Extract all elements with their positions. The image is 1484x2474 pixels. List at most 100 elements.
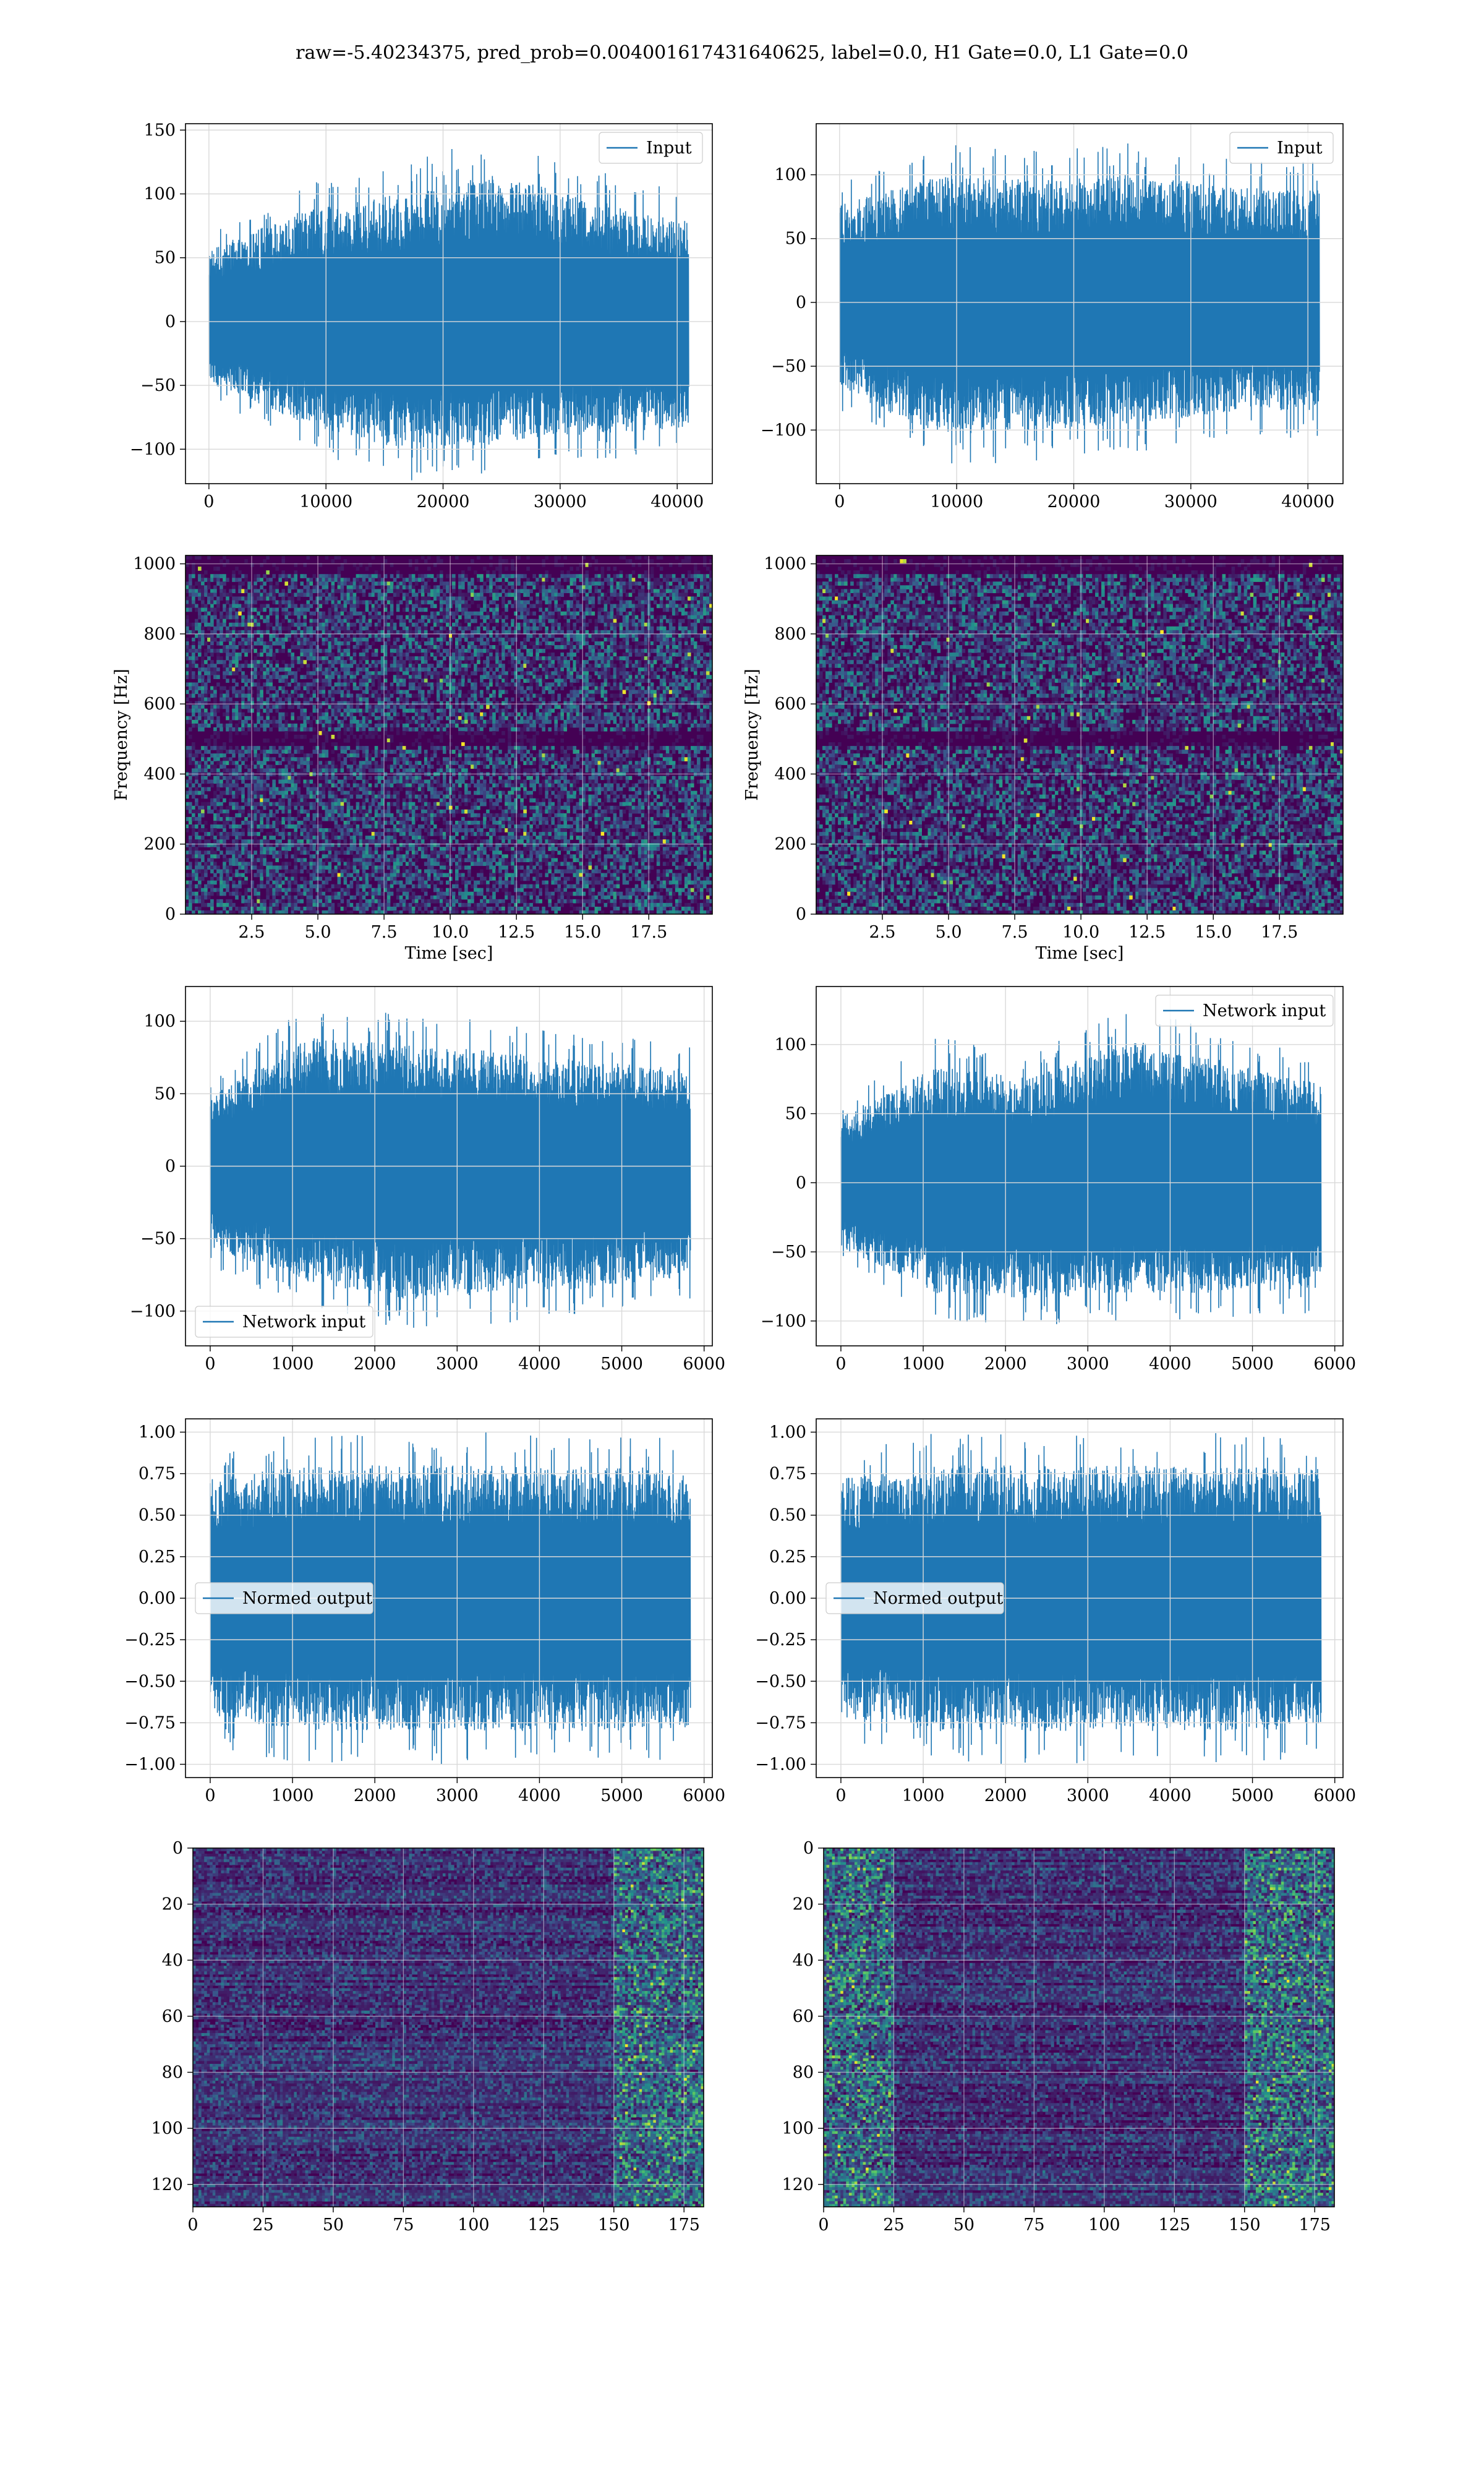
spectrogram-left-xlabel: Time [sec] <box>405 944 493 963</box>
input-right-xtick-label: 20000 <box>1047 492 1101 511</box>
normed-left-xtick-label: 0 <box>205 1786 215 1805</box>
input-left-ytick-label: 50 <box>155 249 176 268</box>
network-right-plot-area <box>841 1014 1321 1324</box>
network-right-xtick-label: 1000 <box>902 1355 945 1374</box>
feature-map-left-xtick-label: 125 <box>528 2215 560 2235</box>
feature-map-right-ytick-label: 40 <box>793 1951 814 1970</box>
normed-right-axes: 0 1000 2000 3000 4000 5000 6000−1.00−0.75−0.50… <box>755 1419 1356 1805</box>
normed-left-ytick-label: 1.00 <box>139 1423 176 1442</box>
spectrogram-left-ytick-label: 400 <box>143 764 176 784</box>
spectrogram-right-xtick-label: 12.5 <box>1128 923 1166 942</box>
spectrogram-left-xtick-label: 7.5 <box>371 923 398 942</box>
feature-map-right-ytick-label: 60 <box>793 2007 814 2026</box>
network-left-ytick-label: 0 <box>165 1157 176 1176</box>
network-left-xtick-label: 1000 <box>271 1355 314 1374</box>
spectrogram-left-ytick-label: 0 <box>165 905 176 924</box>
input-left-xtick-label: 0 <box>203 492 214 511</box>
normed-left-xtick-label: 6000 <box>683 1786 725 1805</box>
spectrogram-left-xtick-label: 2.5 <box>239 923 265 942</box>
input-right-legend-label: Input <box>1277 139 1323 158</box>
normed-left-xtick-label: 3000 <box>436 1786 479 1805</box>
input-left-xtick-label: 10000 <box>299 492 352 511</box>
normed-left-xtick-label: 5000 <box>600 1786 643 1805</box>
input-left-ytick-label: −100 <box>130 440 176 459</box>
feature-map-left-xtick-label: 75 <box>393 2215 414 2235</box>
input-left-ytick-label: −50 <box>140 376 176 395</box>
network-left-xtick-label: 4000 <box>518 1355 561 1374</box>
feature-map-right-plot-area <box>824 1848 1335 2207</box>
normed-left-xtick-label: 2000 <box>354 1786 396 1805</box>
normed-left-ytick-label: 0.75 <box>139 1465 176 1484</box>
normed-right-xtick-label: 6000 <box>1313 1786 1356 1805</box>
feature-map-left-ytick-label: 20 <box>162 1895 183 1914</box>
input-left-series-line <box>209 149 689 481</box>
feature-map-left-plot-area <box>193 1848 704 2207</box>
input-left-ytick-label: 100 <box>143 185 176 204</box>
normed-left-ytick-label: 0.50 <box>139 1506 176 1525</box>
feature-map-left-xtick-label: 175 <box>668 2215 700 2235</box>
network-right-ytick-label: 50 <box>785 1105 806 1124</box>
feature-map-left-ytick-label: 40 <box>162 1951 183 1970</box>
spectrogram-left-plot-area <box>186 555 713 915</box>
normed-left-xtick-label: 4000 <box>518 1786 561 1805</box>
input-left-legend: Input <box>599 132 702 163</box>
spectrogram-right-axes: 2.5 5.0 7.5 10.0 12.5 15.0 17.5020040060080010… <box>743 555 1344 963</box>
feature-map-right-xtick-label: 125 <box>1159 2215 1191 2235</box>
input-right-ytick-label: 50 <box>785 229 806 249</box>
feature-map-left-ytick-label: 100 <box>151 2119 183 2138</box>
network-right-ytick-label: −50 <box>771 1243 806 1262</box>
network-right-xtick-label: 6000 <box>1313 1355 1356 1374</box>
input-right-plot-area <box>840 143 1320 463</box>
input-left-plot-area <box>209 149 689 481</box>
spectrogram-left-xtick-label: 15.0 <box>564 923 601 942</box>
normed-left-ytick-label: 0.25 <box>139 1547 176 1567</box>
normed-right-ytick-label: −1.00 <box>755 1755 806 1774</box>
spectrogram-right-ytick-label: 800 <box>774 625 806 644</box>
normed-left-ytick-label: −0.50 <box>124 1672 176 1691</box>
input-right-ytick-label: 0 <box>796 293 806 312</box>
feature-map-left-xtick-label: 150 <box>598 2215 630 2235</box>
network-left-ytick-label: 50 <box>155 1084 176 1103</box>
network-left-xtick-label: 5000 <box>600 1355 643 1374</box>
normed-left-ytick-label: −1.00 <box>124 1755 176 1774</box>
network-left-xtick-label: 0 <box>205 1355 215 1374</box>
network-right-axes: 0 1000 2000 3000 4000 5000 6000−100−50050100Ne… <box>761 987 1356 1374</box>
spectrogram-right-ytick-label: 400 <box>774 764 806 784</box>
normed-right-ytick-label: 0.75 <box>769 1465 806 1484</box>
spectrogram-right-ytick-label: 200 <box>774 835 806 854</box>
feature-map-left-ytick-label: 0 <box>173 1839 183 1858</box>
spectrogram-right-xtick-label: 15.0 <box>1195 923 1232 942</box>
normed-right-xtick-label: 1000 <box>902 1786 945 1805</box>
network-right-xtick-label: 2000 <box>984 1355 1027 1374</box>
normed-left-ytick-label: −0.75 <box>124 1713 176 1732</box>
feature-map-right-xtick-label: 150 <box>1229 2215 1261 2235</box>
input-right-ytick-label: −100 <box>761 421 806 440</box>
spectrogram-right-ytick-label: 600 <box>774 695 806 714</box>
normed-right-xtick-label: 0 <box>835 1786 846 1805</box>
normed-right-ytick-label: 1.00 <box>769 1423 806 1442</box>
input-right-series-line <box>840 143 1320 463</box>
spectrogram-left-ylabel: Frequency [Hz] <box>112 669 131 800</box>
input-left-ytick-label: 150 <box>143 121 176 140</box>
normed-left-legend: Normed output <box>195 1583 373 1614</box>
network-left-legend-label: Network input <box>242 1312 365 1332</box>
normed-left-xtick-label: 1000 <box>271 1786 314 1805</box>
normed-right-xtick-label: 2000 <box>984 1786 1027 1805</box>
input-left-xtick-label: 20000 <box>417 492 470 511</box>
normed-right-xtick-label: 3000 <box>1067 1786 1109 1805</box>
spectrogram-right-xtick-label: 7.5 <box>1002 923 1028 942</box>
feature-map-left-ytick-label: 60 <box>162 2007 183 2026</box>
normed-right-legend-label: Normed output <box>873 1589 1003 1608</box>
input-right-ytick-label: 100 <box>774 166 806 185</box>
network-right-legend: Network input <box>1156 995 1333 1026</box>
spectrogram-left-xtick-label: 10.0 <box>432 923 469 942</box>
spectrogram-right-xtick-label: 17.5 <box>1261 923 1298 942</box>
normed-right-ytick-label: 0.50 <box>769 1506 806 1525</box>
normed-right-ytick-label: −0.25 <box>755 1630 806 1650</box>
normed-right-ytick-label: −0.75 <box>755 1713 806 1732</box>
spectrogram-left-ytick-label: 1000 <box>133 555 176 574</box>
input-right-xtick-label: 30000 <box>1164 492 1217 511</box>
input-left-legend-label: Input <box>646 139 692 158</box>
normed-left-ytick-label: 0.00 <box>139 1589 176 1608</box>
